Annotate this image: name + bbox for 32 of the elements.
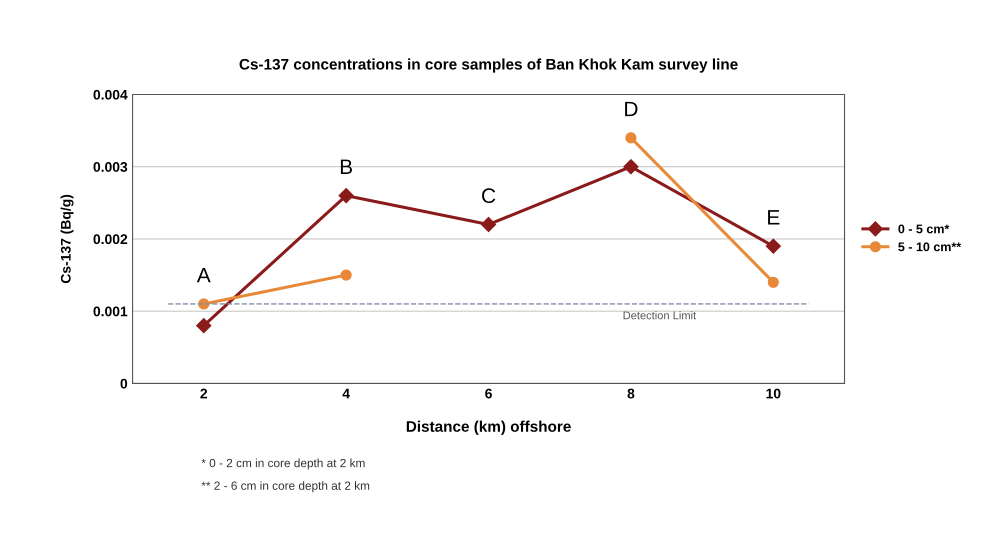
point [196, 318, 212, 334]
x-tick-label: 6 [485, 388, 492, 398]
annotation: B [340, 160, 352, 174]
legend-label: 0 - 5 cm* [898, 224, 950, 234]
y-axis-title: Cs-137 (Bq/g) [60, 194, 74, 284]
point [623, 159, 639, 174]
y-tick-label: 0.004 [94, 90, 128, 100]
point [625, 132, 636, 144]
legend-label: 5 - 10 cm** [898, 242, 962, 252]
text: * 0 - 2 cm in core depth at 2 km [202, 458, 365, 470]
annotation: A [196, 268, 211, 282]
point [338, 188, 354, 204]
annotation: E [768, 210, 780, 225]
x-tick-label: 4 [342, 388, 350, 398]
text: ** 2 - 6 cm in core depth at 2 km [202, 481, 370, 492]
x-tick-label: 8 [628, 388, 634, 398]
point [766, 238, 781, 254]
y-tick-label: 0 [120, 378, 128, 389]
y-tick-label: 0.003 [94, 162, 128, 172]
x-tick-label: 10 [766, 388, 780, 398]
point [480, 216, 496, 232]
x-axis-title: Distance (km) offshore [406, 420, 571, 435]
annotation: D [625, 102, 638, 116]
point [768, 276, 779, 288]
ref-line-label: Detection Limit [624, 311, 696, 320]
x-tick-label: 2 [200, 388, 208, 398]
point [198, 298, 210, 310]
annotation: C [482, 188, 496, 204]
point [340, 270, 352, 281]
chart-title: Cs-137 concentrations in core samples of Ban Khok Kam survey line [240, 58, 738, 73]
y-tick-label: 0.001 [94, 306, 128, 316]
y-tick-label: 0.002 [94, 234, 128, 244]
